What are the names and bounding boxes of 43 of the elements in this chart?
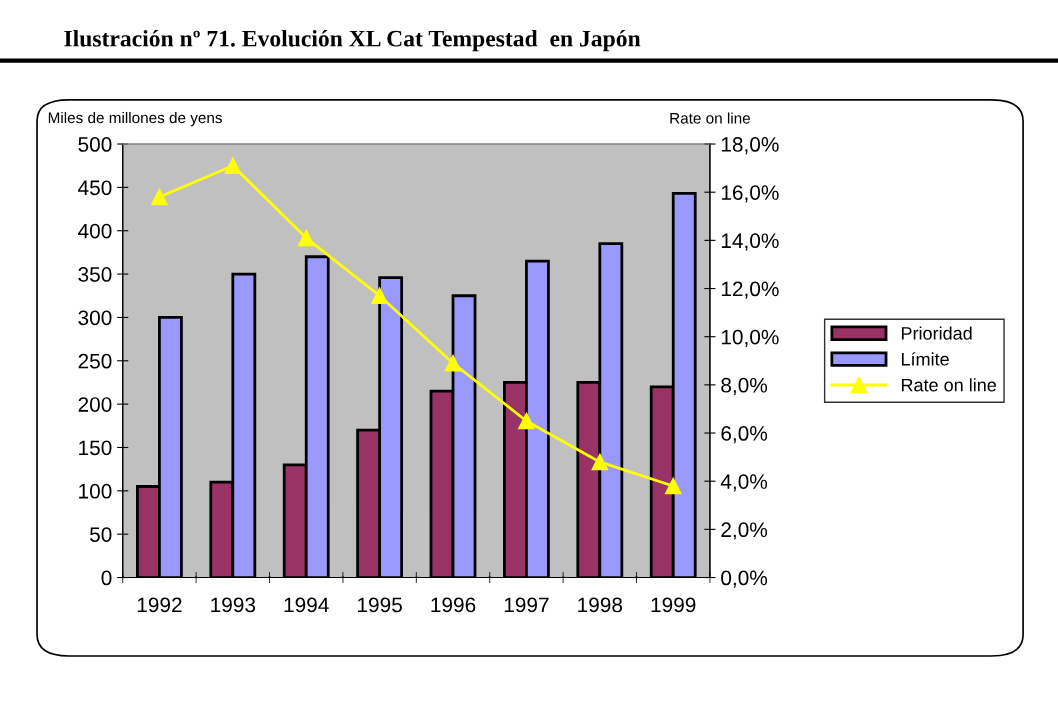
y-tick-label: 250 [78, 353, 112, 369]
point [297, 229, 315, 247]
x-tick-label: 1993 [211, 597, 256, 613]
y2-tick-label: 16,0% [721, 185, 779, 203]
y2-tick-label: 6,0% [721, 426, 768, 444]
y-tick-label: 0 [101, 570, 112, 586]
x-tick-label: 1999 [651, 597, 696, 613]
y2-axis-title: Rate on line [670, 112, 751, 124]
x-tick-label: 1995 [358, 597, 402, 613]
legend-label: Límite [901, 352, 949, 366]
y-tick-label: 150 [79, 440, 112, 456]
chart-title: Ilustración nº 71. Evolución XL Cat Tempestad en Japón [64, 29, 641, 52]
x-tick-label: 1996 [431, 597, 476, 613]
y-axis-title: Miles de millones de yens [48, 111, 222, 127]
y2-tick-label: 12,0% [721, 281, 779, 299]
x-tick-label: 1994 [284, 597, 329, 613]
legend-label: Rate on line [901, 378, 997, 392]
point [444, 354, 462, 372]
y-tick-label: 350 [78, 267, 112, 282]
legend-label: Prioridad [901, 326, 972, 340]
y2-tick-label: 10,0% [721, 329, 779, 347]
y2-tick-label: 18,0% [721, 137, 779, 155]
y2-tick-label: 0,0% [721, 570, 768, 588]
x-tick-label: 1992 [137, 597, 182, 613]
y2-tick-label: 14,0% [721, 233, 779, 251]
point [518, 412, 535, 430]
y-tick-label: 400 [78, 223, 112, 239]
point [664, 477, 682, 495]
y-tick-label: 300 [78, 310, 112, 326]
y-tick-label: 50 [89, 527, 112, 542]
y-tick-label: 200 [78, 397, 112, 412]
point [371, 287, 388, 305]
y2-tick-label: 4,0% [720, 474, 768, 492]
y2-tick-label: 8,0% [721, 377, 768, 396]
x-tick-label: 1997 [504, 597, 549, 613]
y-tick-label: 500 [78, 137, 112, 152]
y2-tick-label: 2,0% [721, 522, 768, 540]
point [591, 453, 609, 471]
y-tick-label: 450 [78, 180, 112, 196]
point [224, 157, 242, 175]
y-tick-label: 100 [79, 483, 112, 499]
x-tick-label: 1998 [578, 597, 623, 613]
point [151, 188, 168, 206]
